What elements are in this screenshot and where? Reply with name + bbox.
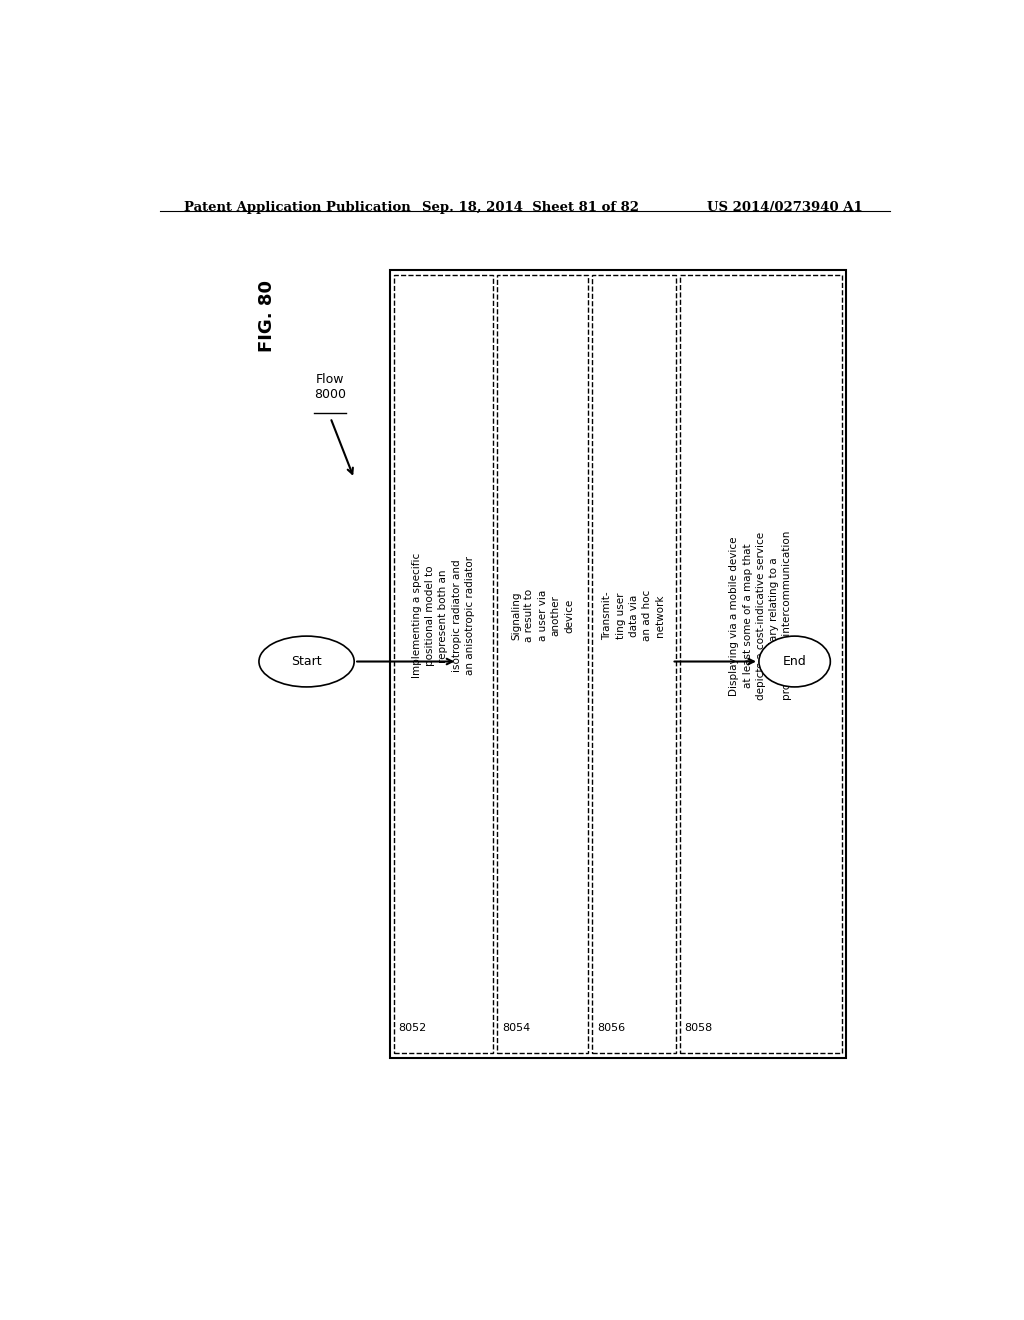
Bar bbox=[394, 276, 494, 1053]
Text: US 2014/0273940 A1: US 2014/0273940 A1 bbox=[708, 201, 863, 214]
Text: 8052: 8052 bbox=[398, 1023, 427, 1032]
Bar bbox=[390, 271, 846, 1057]
Text: FIG. 80: FIG. 80 bbox=[258, 280, 275, 352]
Text: Sep. 18, 2014  Sheet 81 of 82: Sep. 18, 2014 Sheet 81 of 82 bbox=[422, 201, 639, 214]
Text: 8058: 8058 bbox=[684, 1023, 713, 1032]
Text: Implementing a specific
positional model to
represent both an
isotropic radiator: Implementing a specific positional model… bbox=[412, 553, 475, 678]
Text: Displaying via a mobile device
at least some of a map that
depicts a cost-indica: Displaying via a mobile device at least … bbox=[729, 531, 793, 701]
Text: Signaling
a result to
a user via
another
device: Signaling a result to a user via another… bbox=[511, 589, 574, 643]
Ellipse shape bbox=[759, 636, 830, 686]
Text: Start: Start bbox=[291, 655, 322, 668]
Text: Transmit-
ting user
data via
an ad hoc
network: Transmit- ting user data via an ad hoc n… bbox=[602, 590, 666, 642]
Text: 8054: 8054 bbox=[502, 1023, 530, 1032]
Bar bbox=[680, 276, 842, 1053]
Ellipse shape bbox=[259, 636, 354, 686]
Text: 8056: 8056 bbox=[597, 1023, 625, 1032]
Bar bbox=[592, 276, 676, 1053]
Text: End: End bbox=[782, 655, 807, 668]
Bar bbox=[497, 276, 589, 1053]
Text: Patent Application Publication: Patent Application Publication bbox=[183, 201, 411, 214]
Text: Flow
8000: Flow 8000 bbox=[314, 374, 346, 401]
